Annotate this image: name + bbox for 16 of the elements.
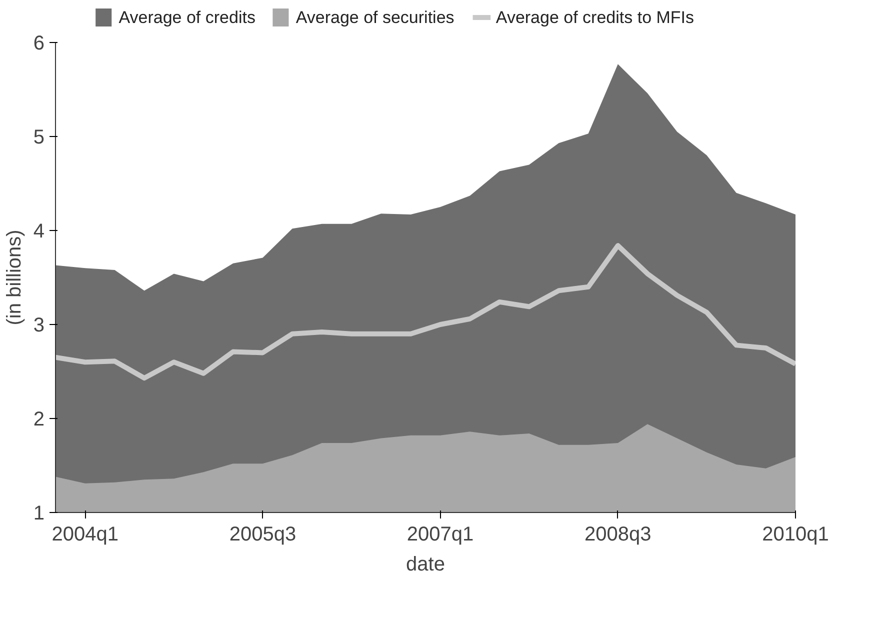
y-axis-title: (in billions) bbox=[3, 230, 26, 326]
y-tick-label: 2 bbox=[33, 408, 44, 430]
y-tick-label: 1 bbox=[33, 502, 44, 524]
y-tick-label: 4 bbox=[33, 220, 44, 242]
y-tick-label: 3 bbox=[33, 314, 44, 336]
y-tick-label: 5 bbox=[33, 126, 44, 148]
y-tick-label: 6 bbox=[33, 32, 44, 54]
x-tick-label: 2008q3 bbox=[584, 524, 652, 546]
x-axis-title: date bbox=[406, 554, 445, 576]
x-tick-label: 2007q1 bbox=[406, 524, 474, 546]
legend-label: Average of securities bbox=[296, 8, 454, 27]
x-tick-label: 2005q3 bbox=[229, 524, 296, 546]
legend-label: Average of credits bbox=[118, 8, 256, 27]
legend-label: Average of credits to MFIs bbox=[496, 8, 694, 27]
x-tick-label: 2004q1 bbox=[52, 524, 118, 546]
x-tick-label: 2010q1 bbox=[762, 524, 829, 546]
